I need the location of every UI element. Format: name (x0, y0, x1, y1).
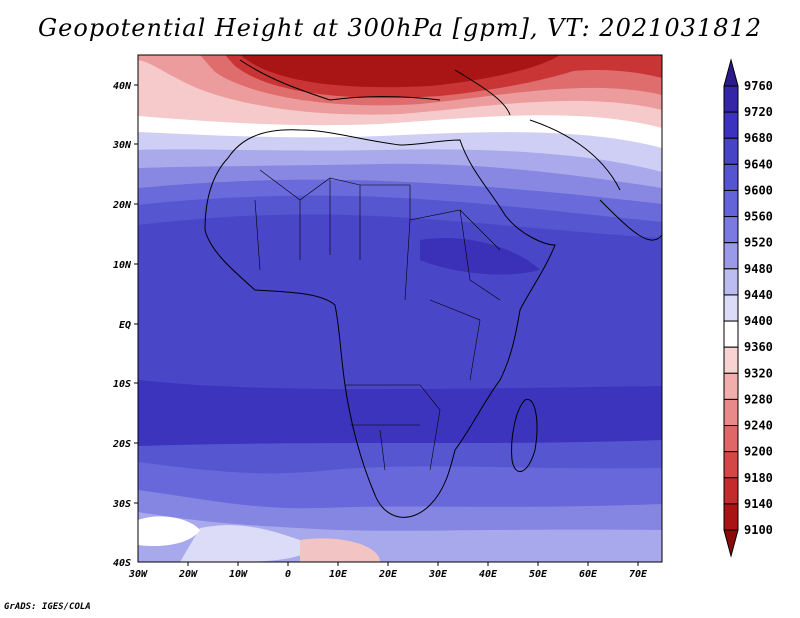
lon-tick-label: 50E (529, 569, 548, 580)
colorbar-label: 9200 (744, 445, 773, 459)
latitude-axis: 40N 30N 20N 10N EQ 10S 20S 30S 40S (112, 81, 132, 569)
colorbar-box (723, 425, 739, 453)
colorbar-box (723, 137, 739, 165)
colorbar-box (723, 268, 739, 296)
colorbar-label: 9440 (744, 288, 773, 302)
colorbar-label: 9640 (744, 157, 773, 171)
colorbar-label: 9520 (744, 236, 773, 250)
lon-tick-label: 70E (629, 569, 648, 580)
colorbar-box (723, 503, 739, 531)
colorbar-label: 9140 (744, 497, 773, 511)
colorbar-box (723, 111, 739, 139)
lat-tick-label: 10N (113, 260, 132, 271)
lon-tick-label: 40E (479, 569, 498, 580)
colorbar-label: 9720 (744, 105, 773, 119)
lon-tick-label: 0 (285, 569, 291, 580)
grads-credit: GrADS: IGES/COLA (4, 602, 91, 612)
colorbar-bottom-arrow (723, 529, 739, 558)
lat-tick-label: EQ (119, 320, 131, 331)
lon-tick-label: 10W (229, 569, 248, 580)
height-field (138, 55, 662, 562)
colorbar-label: 9180 (744, 471, 773, 485)
colorbar-box (723, 477, 739, 505)
colorbar-top-arrow (723, 58, 739, 87)
colorbar-label: 9280 (744, 392, 773, 406)
lat-tick-label: 30N (112, 140, 132, 151)
country-borders (254, 169, 501, 471)
lon-tick-label: 20W (178, 569, 198, 580)
lat-tick-label: 20N (112, 200, 132, 211)
lon-tick-label: 10E (329, 569, 348, 580)
lon-tick-label: 30E (428, 569, 448, 580)
lat-tick-label: 40S (113, 558, 131, 569)
colorbar-label: 9760 (744, 79, 773, 93)
colorbar-label: 9240 (744, 419, 773, 433)
longitude-axis: 30W 20W 10W 0 10E 20E 30E 40E 50E 60E 70… (128, 569, 648, 580)
lat-tick-label: 30S (112, 499, 131, 510)
lon-ticks (187, 562, 639, 566)
colorbar-box (723, 216, 739, 244)
colorbar-box (723, 451, 739, 479)
colorbar: 9760 9720 9680 9640 9600 9560 9520 9480 9440 9400… (723, 58, 773, 558)
lon-tick-label: 30W (128, 569, 148, 580)
colorbar-label: 9480 (744, 262, 773, 276)
colorbar-box (723, 346, 739, 374)
colorbar-label: 9100 (744, 523, 773, 537)
colorbar-box (723, 372, 739, 400)
colorbar-box (723, 398, 739, 427)
colorbar-label: 9320 (744, 366, 773, 380)
colorbar-label: 9560 (744, 210, 773, 224)
colorbar-box (723, 320, 739, 348)
colorbar-label: 9680 (744, 131, 773, 145)
map-frame (137, 54, 663, 563)
colorbar-box (723, 163, 739, 191)
colorbar-label: 9360 (744, 340, 773, 354)
lon-tick-label: 20E (378, 569, 398, 580)
lat-tick-label: 10S (113, 379, 131, 390)
lat-tick-label: 40N (113, 81, 132, 92)
colorbar-box (723, 294, 739, 322)
colorbar-label: 9600 (744, 183, 773, 197)
colorbar-box (723, 242, 739, 270)
lat-ticks (134, 84, 138, 504)
lat-tick-label: 20S (112, 439, 131, 450)
lon-tick-label: 60E (579, 569, 598, 580)
colorbar-label: 9400 (744, 314, 773, 328)
map-title: Geopotential Height at 300hPa [gpm], VT:… (38, 14, 762, 42)
colorbar-box (723, 85, 739, 113)
coastlines (204, 59, 662, 518)
colorbar-box (723, 189, 739, 218)
